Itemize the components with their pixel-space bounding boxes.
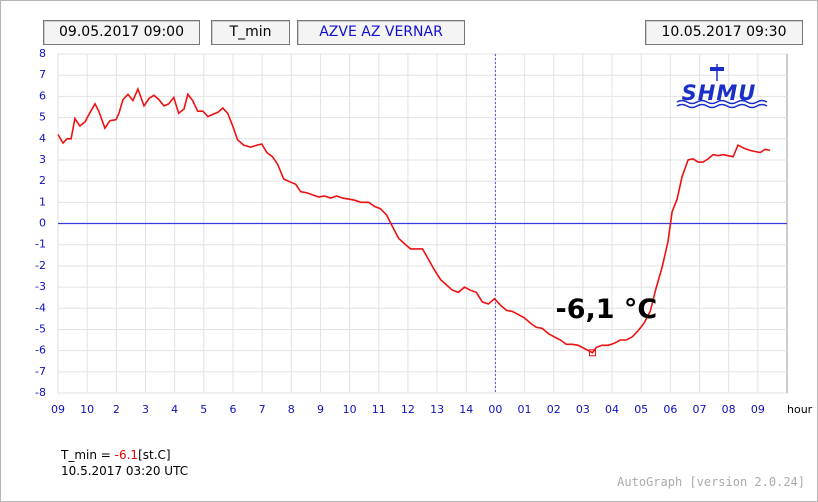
x-tick-label: 2	[113, 403, 120, 416]
data-line	[57, 86, 771, 354]
x-tick-label: 08	[722, 403, 736, 416]
x-tick-label: 10	[80, 403, 94, 416]
x-tick-label: 9	[317, 403, 324, 416]
x-tick-label: 09	[751, 403, 765, 416]
x-tick-label: 05	[634, 403, 648, 416]
variable: T_min	[211, 20, 290, 45]
x-tick-label: 10	[343, 403, 357, 416]
summary-time: 10.5.2017 03:20 UTC	[61, 464, 189, 478]
x-tick-label: 01	[518, 403, 532, 416]
y-tick-label: 0	[39, 217, 46, 230]
y-tick-label: -2	[35, 259, 46, 272]
x-tick-label: 00	[488, 403, 502, 416]
x-tick-label: 8	[288, 403, 295, 416]
x-axis-label: hour	[787, 403, 813, 416]
x-tick-label: 04	[605, 403, 619, 416]
y-tick-label: 6	[39, 89, 46, 102]
x-tick-label: 02	[547, 403, 561, 416]
y-tick-label: -1	[35, 238, 46, 251]
y-tick-label: 5	[39, 111, 46, 124]
y-tick-label: 2	[39, 174, 46, 187]
x-tick-label: 13	[430, 403, 444, 416]
x-tick-label: 06	[663, 403, 677, 416]
min-marker	[589, 349, 597, 357]
x-tick-label: 6	[229, 403, 236, 416]
x-tick-label: 3	[142, 403, 149, 416]
summary-unit: [st.C]	[138, 448, 171, 462]
start-time: 09.05.2017 09:00	[43, 20, 200, 45]
y-tick-label: -3	[35, 280, 46, 293]
x-tick-label: 11	[372, 403, 386, 416]
end-time: 10.05.2017 09:30	[645, 20, 803, 45]
version: AutoGraph [version 2.0.24]	[617, 475, 805, 489]
x-tick-label: 12	[401, 403, 415, 416]
y-tick-label: 4	[39, 132, 46, 145]
y-tick-label: -4	[35, 301, 46, 314]
y-tick-label: -8	[35, 386, 46, 399]
y-tick-label: 8	[39, 47, 46, 60]
x-tick-label: 09	[51, 403, 65, 416]
y-tick-label: -6	[35, 344, 46, 357]
logo-wave	[676, 103, 768, 109]
logo-vane	[710, 67, 724, 71]
summary-value: -6.1	[114, 448, 139, 462]
logo-wave	[676, 99, 768, 105]
y-tick-label: 1	[39, 195, 46, 208]
summary-label: T_min =	[61, 448, 111, 462]
y-tick-label: -7	[35, 365, 46, 378]
x-tick-label: 7	[259, 403, 266, 416]
annotation: -6,1 °C	[556, 294, 658, 325]
summary-line: T_min = -6.1[st.C]	[61, 448, 171, 462]
y-tick-label: -5	[35, 322, 46, 335]
x-tick-label: 4	[171, 403, 178, 416]
x-tick-label: 14	[459, 403, 473, 416]
station: AZVE AZ VERNAR	[297, 20, 465, 45]
y-tick-label: 3	[39, 153, 46, 166]
x-tick-label: 07	[693, 403, 707, 416]
x-tick-label: 5	[200, 403, 207, 416]
x-tick-label: 03	[576, 403, 590, 416]
y-tick-label: 7	[39, 68, 46, 81]
